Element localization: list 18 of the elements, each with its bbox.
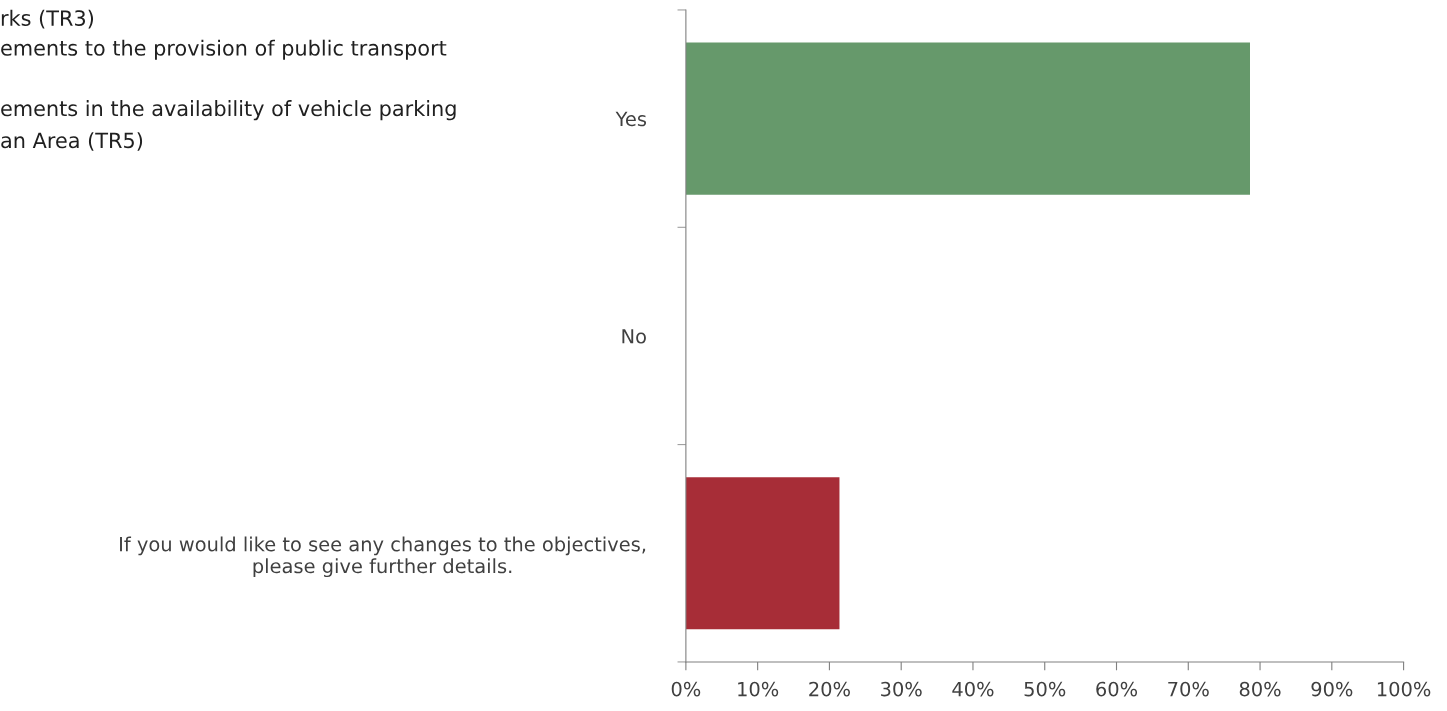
x-tick-label: 40% <box>952 681 994 697</box>
x-tick-label: 90% <box>1311 681 1353 697</box>
text: an Area (TR5) <box>1 132 143 151</box>
x-tick-label: 20% <box>809 681 850 697</box>
y-tick-label: If you would like to see any changes to the objectives, please give further details. <box>120 536 646 578</box>
x-tick-label: 60% <box>1096 681 1138 697</box>
x-tick-label: 50% <box>1024 681 1066 697</box>
x-tick-label: 100% <box>1377 681 1431 697</box>
x-tick-label: 10% <box>738 681 779 697</box>
x-tick-label: 80% <box>1239 681 1281 697</box>
text: ements to the provision of public transport <box>1 39 447 60</box>
x-tick-label: 0% <box>671 681 701 697</box>
y-tick-label: Yes <box>615 111 647 127</box>
x-tick-label: 70% <box>1168 681 1209 697</box>
text: rks (TR3) <box>1 9 94 29</box>
y-tick-label: No <box>622 329 646 344</box>
x-tick-label: 30% <box>881 681 922 697</box>
text: ements in the availability of vehicle parking <box>1 100 456 121</box>
